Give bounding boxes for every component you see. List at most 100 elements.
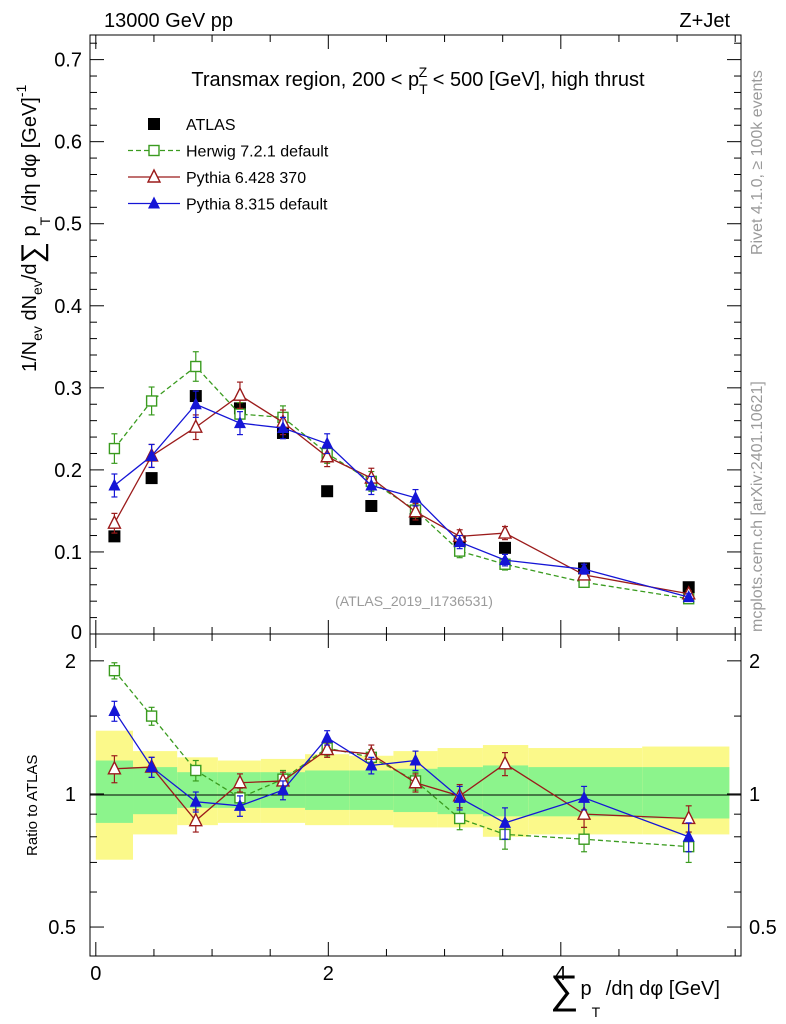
y-tick-label: 0.4 [54, 296, 82, 318]
legend-entry: Pythia 8.315 default [128, 196, 328, 214]
y-tick-label: 0.7 [54, 50, 82, 72]
header-left-label: 13000 GeV pp [104, 10, 233, 32]
mcplots-source-label: mcplots.cern.ch [arXiv:2401.10621] [749, 381, 766, 632]
y-tick-label: 0.3 [54, 378, 82, 400]
data-point-marker [453, 535, 466, 548]
data-point-marker [365, 478, 378, 491]
legend: ATLAS Herwig 7.2.1 default Pythia 6.428 37… [128, 117, 329, 214]
data-point-marker [189, 397, 202, 410]
main-series-group [107, 351, 696, 605]
ratio-y-tick-label: 1 [65, 784, 76, 806]
data-point-marker [148, 118, 160, 130]
data-point-marker [499, 553, 512, 566]
data-point-marker [148, 144, 160, 157]
ratio-y-tick-label-right: 2 [749, 651, 760, 673]
data-point-marker [365, 758, 378, 771]
data-point-marker [576, 805, 592, 820]
data-point-marker [232, 774, 248, 789]
main-panel: 0.1 0.2 0.3 0.4 0.5 0.6 0.7 0 Transmax region, … [54, 34, 742, 644]
data-point-marker [578, 833, 590, 845]
data-point-marker [682, 590, 695, 603]
ratio-frame [89, 633, 742, 957]
data-point-marker [188, 812, 203, 827]
data-point-marker [409, 490, 422, 503]
data-point-marker [499, 815, 512, 828]
ratio-y-tick-label: 2 [65, 651, 76, 673]
legend-label: Pythia 8.315 default [186, 197, 328, 214]
header-right-label: Z+Jet [679, 10, 730, 32]
data-point-marker [107, 760, 122, 775]
y-tick-label: 0.5 [54, 214, 82, 236]
data-point-marker [188, 418, 203, 433]
y-zero-label: 0 [71, 622, 82, 644]
series-line [113, 670, 689, 848]
ratio-y-tick-label-right: 0.5 [749, 917, 777, 939]
data-point-marker [145, 760, 158, 773]
data-point-marker [145, 395, 158, 407]
data-point-marker [453, 812, 466, 825]
data-point-marker [276, 783, 289, 796]
data-point-marker [682, 829, 695, 842]
rivet-version-label: Rivet 4.1.0, ≥ 100k events [749, 70, 766, 255]
data-point-marker [499, 541, 512, 554]
data-point-marker [321, 730, 334, 743]
data-point-marker [145, 448, 158, 461]
data-point-marker [320, 740, 335, 756]
reference-label: (ATLAS_2019_I1736531) [335, 593, 493, 609]
legend-entry: Herwig 7.2.1 default [128, 144, 329, 161]
data-point-marker [321, 436, 334, 449]
data-point-marker [408, 503, 423, 518]
data-point-marker [146, 168, 162, 183]
ratio-band-green [349, 770, 394, 810]
data-point-marker [108, 478, 121, 491]
legend-label: Pythia 6.428 370 [186, 170, 306, 187]
ratio-series-group [107, 662, 696, 864]
data-point-marker [233, 416, 246, 429]
data-point-marker [365, 499, 378, 512]
series-line [113, 710, 689, 838]
x-axis-title: ∑ pT /dη dφ [GeV] [550, 968, 720, 1020]
ratio-panel: 0.5 0.5 1 1 2 2 0 2 4 [48, 633, 777, 985]
legend-entry: Pythia 6.428 370 [128, 168, 306, 187]
data-point-marker [145, 472, 158, 485]
data-point-marker [190, 360, 202, 373]
ratio-y-tick-label-right: 1 [749, 784, 760, 806]
x-tick-label: 4 [555, 963, 566, 985]
x-tick-label: 2 [323, 963, 334, 985]
legend-label: Herwig 7.2.1 default [186, 144, 329, 161]
data-point-marker [107, 514, 122, 529]
y-tick-label: 0.1 [54, 542, 82, 564]
data-point-marker [108, 442, 121, 455]
data-point-marker [497, 755, 513, 770]
data-point-marker [108, 664, 121, 677]
ratio-band-green [642, 767, 730, 819]
data-point-marker [190, 764, 202, 777]
data-point-marker [276, 421, 289, 434]
ratio-band-green [305, 770, 350, 810]
data-point-marker [408, 774, 423, 789]
main-axis-ticks: 0.1 0.2 0.3 0.4 0.5 0.6 0.7 0 [54, 35, 741, 644]
data-point-marker [320, 448, 335, 463]
data-point-marker [453, 790, 466, 803]
main-y-axis-title: 1/Nev dNev/d∑ pT /dη dφ [GeV]-1 [13, 84, 53, 372]
data-point-marker [108, 704, 121, 717]
data-point-marker [233, 798, 246, 811]
data-point-marker [578, 790, 591, 803]
series-pythia-8-315-default [108, 700, 695, 853]
y-tick-label: 0.6 [54, 132, 82, 154]
ratio-y-tick-label: 0.5 [48, 917, 76, 939]
series-pythia-8-315-default [108, 390, 695, 603]
series-line [114, 403, 689, 598]
data-point-marker [145, 710, 158, 722]
data-point-marker [321, 485, 334, 498]
legend-entry: ATLAS [148, 117, 236, 134]
ratio-y-axis-title: Ratio to ATLAS [24, 755, 41, 856]
x-tick-label: 0 [90, 963, 101, 985]
main-title: Transmax region, 200 < pTZ < 500 [GeV], … [191, 64, 645, 97]
series-herwig-7-2-1-default [108, 351, 695, 605]
data-point-marker [232, 386, 248, 401]
series-line [113, 394, 689, 595]
data-point-marker [189, 794, 202, 807]
data-point-marker [497, 524, 513, 539]
